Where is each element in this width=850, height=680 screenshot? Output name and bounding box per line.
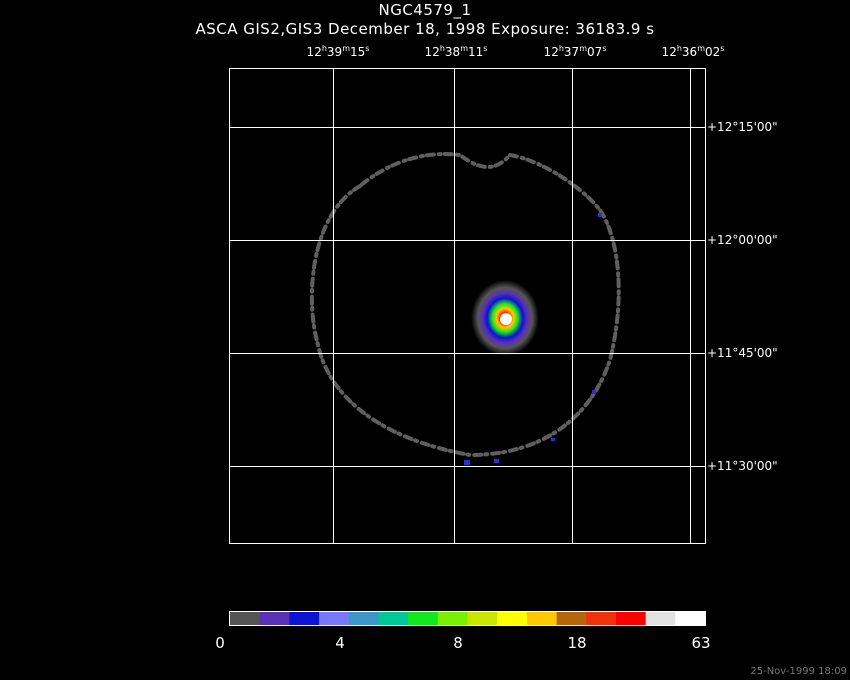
colorbar-segment <box>497 612 528 625</box>
timestamp: 25-Nov-1999 18:09 <box>750 666 847 677</box>
image-subtitle: ASCA GIS2,GIS3 December 18, 1998 Exposur… <box>195 20 655 38</box>
colorbar-segment <box>289 612 320 625</box>
coordinate-grid <box>229 68 705 543</box>
colorbar-segment <box>348 612 379 625</box>
ra-label-3: 12h37m07s <box>543 44 607 59</box>
dec-label-2: +12°00'00" <box>707 233 778 247</box>
noise-pixels <box>464 213 602 465</box>
dec-label-1: +12°15'00" <box>707 120 778 134</box>
detector-rim <box>309 152 621 458</box>
ra-label-1: 12h39m15s <box>306 44 370 59</box>
colorbar-segment <box>467 612 498 625</box>
colorbar-segment <box>556 612 587 625</box>
colorbar-segment <box>675 612 706 625</box>
colorbar-segment <box>319 612 350 625</box>
colorbar-tick-0: 0 <box>215 634 225 652</box>
image-title: NGC4579_1 <box>378 1 472 19</box>
ra-label-2: 12h38m11s <box>424 44 488 59</box>
colorbar-segment <box>526 612 558 625</box>
dec-label-4: +11°30'00" <box>707 459 778 473</box>
colorbar-segment <box>259 612 290 625</box>
colorbar-segment <box>586 612 617 625</box>
dec-label-3: +11°45'00" <box>707 346 778 360</box>
ra-label-4: 12h36m02s <box>661 44 725 59</box>
colorbar-segment <box>408 612 439 625</box>
x-ray-source <box>471 280 539 356</box>
colorbar-tick-63: 63 <box>691 634 711 652</box>
colorbar-segment <box>645 612 676 625</box>
colorbar-tick-8: 8 <box>453 634 463 652</box>
colorbar-segment <box>230 612 261 625</box>
colorbar-segment <box>437 612 468 625</box>
colorbar-tick-4: 4 <box>335 634 345 652</box>
colorbar <box>230 612 706 625</box>
colorbar-frame <box>229 611 706 626</box>
colorbar-segment <box>378 612 409 625</box>
image-frame <box>229 68 706 544</box>
colorbar-segment <box>615 612 647 625</box>
colorbar-tick-18: 18 <box>567 634 587 652</box>
